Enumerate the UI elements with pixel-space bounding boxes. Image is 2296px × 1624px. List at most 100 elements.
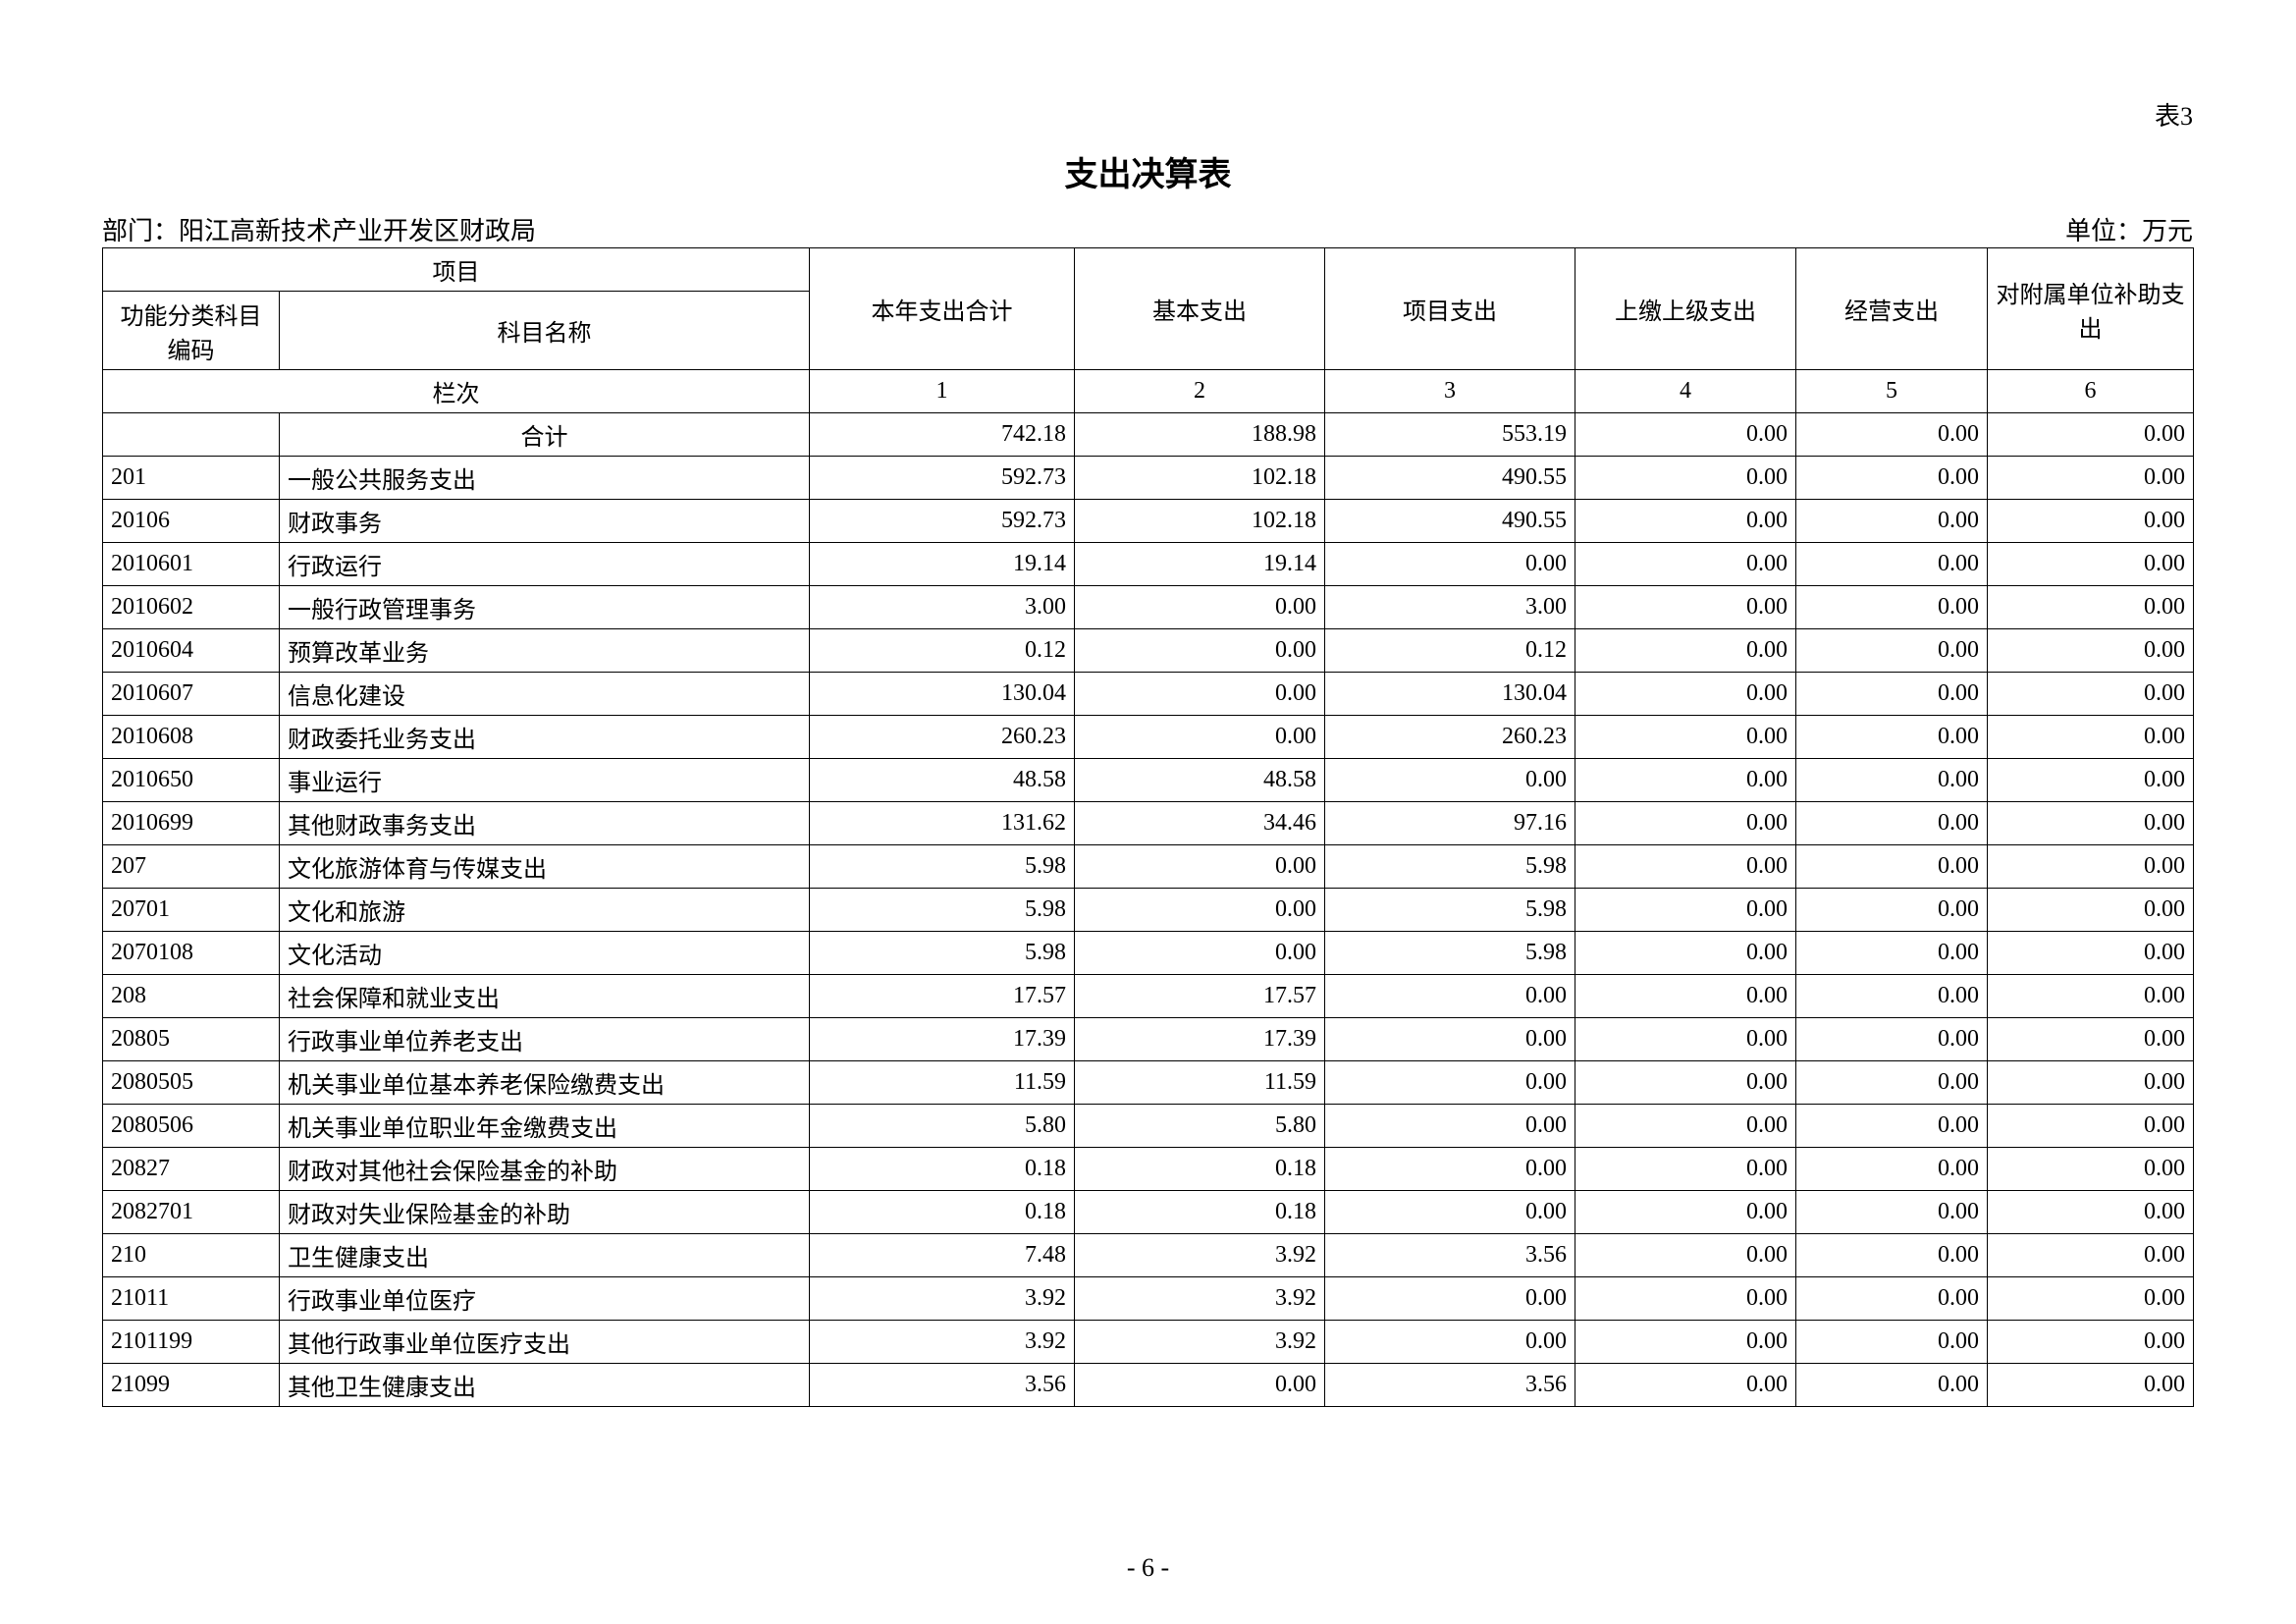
row-v6: 0.00 (1988, 975, 2194, 1018)
table-row: 2010601行政运行19.1419.140.000.000.000.00 (103, 543, 2194, 586)
row-name: 文化和旅游 (280, 889, 810, 932)
row-name: 信息化建设 (280, 673, 810, 716)
row-v3: 0.00 (1325, 1018, 1575, 1061)
row-v4: 0.00 (1575, 759, 1796, 802)
row-v4: 0.00 (1575, 845, 1796, 889)
row-v6: 0.00 (1988, 500, 2194, 543)
row-v5: 0.00 (1796, 845, 1988, 889)
row-v5: 0.00 (1796, 716, 1988, 759)
row-v6: 0.00 (1988, 586, 2194, 629)
unit-label: 单位：万元 (2065, 211, 2193, 247)
row-v4: 0.00 (1575, 457, 1796, 500)
row-v2: 0.00 (1075, 673, 1325, 716)
table-row: 2010608财政委托业务支出260.230.00260.230.000.000… (103, 716, 2194, 759)
row-v3: 0.00 (1325, 975, 1575, 1018)
row-name: 其他财政事务支出 (280, 802, 810, 845)
row-v1: 592.73 (810, 500, 1075, 543)
row-v6: 0.00 (1988, 759, 2194, 802)
row-v2: 11.59 (1075, 1061, 1325, 1105)
row-v3: 130.04 (1325, 673, 1575, 716)
row-v3: 0.00 (1325, 759, 1575, 802)
row-code: 20827 (103, 1148, 280, 1191)
row-v5: 0.00 (1796, 932, 1988, 975)
row-v4: 0.00 (1575, 975, 1796, 1018)
row-v5: 0.00 (1796, 500, 1988, 543)
row-v2: 0.00 (1075, 932, 1325, 975)
table-row: 20827财政对其他社会保险基金的补助0.180.180.000.000.000… (103, 1148, 2194, 1191)
row-code: 2101199 (103, 1321, 280, 1364)
row-v6: 0.00 (1988, 1105, 2194, 1148)
row-v5: 0.00 (1796, 457, 1988, 500)
total-label: 合计 (280, 413, 810, 457)
row-v5: 0.00 (1796, 586, 1988, 629)
row-v5: 0.00 (1796, 975, 1988, 1018)
row-v3: 0.00 (1325, 1105, 1575, 1148)
row-v1: 19.14 (810, 543, 1075, 586)
table-row: 2101199其他行政事业单位医疗支出3.923.920.000.000.000… (103, 1321, 2194, 1364)
row-code: 2010608 (103, 716, 280, 759)
row-v5: 0.00 (1796, 802, 1988, 845)
row-v6: 0.00 (1988, 1321, 2194, 1364)
row-v4: 0.00 (1575, 500, 1796, 543)
row-v1: 260.23 (810, 716, 1075, 759)
table-row: 2010604预算改革业务0.120.000.120.000.000.00 (103, 629, 2194, 673)
row-v5: 0.00 (1796, 1061, 1988, 1105)
row-v5: 0.00 (1796, 1364, 1988, 1407)
row-v5: 0.00 (1796, 629, 1988, 673)
row-v1: 5.80 (810, 1105, 1075, 1148)
header-subsidy: 对附属单位补助支出 (1988, 248, 2194, 370)
row-v2: 0.00 (1075, 716, 1325, 759)
table-row: 2010699其他财政事务支出131.6234.4697.160.000.000… (103, 802, 2194, 845)
table-row: 2082701财政对失业保险基金的补助0.180.180.000.000.000… (103, 1191, 2194, 1234)
row-v5: 0.00 (1796, 1234, 1988, 1277)
total-v4: 0.00 (1575, 413, 1796, 457)
row-v1: 5.98 (810, 889, 1075, 932)
row-v2: 0.00 (1075, 586, 1325, 629)
table-row: 2070108文化活动5.980.005.980.000.000.00 (103, 932, 2194, 975)
row-name: 社会保障和就业支出 (280, 975, 810, 1018)
table-row: 208社会保障和就业支出17.5717.570.000.000.000.00 (103, 975, 2194, 1018)
row-v4: 0.00 (1575, 1364, 1796, 1407)
table-row: 20805行政事业单位养老支出17.3917.390.000.000.000.0… (103, 1018, 2194, 1061)
row-v2: 0.00 (1075, 845, 1325, 889)
column-number-row: 栏次123456 (103, 370, 2194, 413)
row-v3: 260.23 (1325, 716, 1575, 759)
table-row: 20701文化和旅游5.980.005.980.000.000.00 (103, 889, 2194, 932)
row-code: 20805 (103, 1018, 280, 1061)
total-v3: 553.19 (1325, 413, 1575, 457)
row-v3: 3.00 (1325, 586, 1575, 629)
page-number: - 6 - (0, 1553, 2296, 1583)
table-row: 2010650事业运行48.5848.580.000.000.000.00 (103, 759, 2194, 802)
row-v5: 0.00 (1796, 1105, 1988, 1148)
row-v1: 5.98 (810, 845, 1075, 889)
row-code: 2010601 (103, 543, 280, 586)
row-name: 财政对失业保险基金的补助 (280, 1191, 810, 1234)
colnum-6: 6 (1988, 370, 2194, 413)
row-code: 207 (103, 845, 280, 889)
row-v1: 0.18 (810, 1148, 1075, 1191)
row-v1: 3.92 (810, 1277, 1075, 1321)
row-v6: 0.00 (1988, 1277, 2194, 1321)
row-v1: 0.12 (810, 629, 1075, 673)
row-code: 2010650 (103, 759, 280, 802)
header-name: 科目名称 (280, 292, 810, 370)
table-body: 栏次123456合计742.18188.98553.190.000.000.00… (103, 370, 2194, 1407)
expenditure-table: 项目 本年支出合计 基本支出 项目支出 上缴上级支出 经营支出 对附属单位补助支… (102, 247, 2194, 1407)
row-v3: 0.00 (1325, 1061, 1575, 1105)
row-v6: 0.00 (1988, 543, 2194, 586)
row-v4: 0.00 (1575, 586, 1796, 629)
row-v2: 5.80 (1075, 1105, 1325, 1148)
row-v6: 0.00 (1988, 629, 2194, 673)
row-v3: 3.56 (1325, 1234, 1575, 1277)
table-row: 201一般公共服务支出592.73102.18490.550.000.000.0… (103, 457, 2194, 500)
row-name: 其他卫生健康支出 (280, 1364, 810, 1407)
colnum-label: 栏次 (103, 370, 810, 413)
row-code: 201 (103, 457, 280, 500)
row-v6: 0.00 (1988, 1018, 2194, 1061)
row-v2: 0.00 (1075, 1364, 1325, 1407)
row-v4: 0.00 (1575, 802, 1796, 845)
row-name: 行政事业单位养老支出 (280, 1018, 810, 1061)
row-name: 行政运行 (280, 543, 810, 586)
row-v2: 102.18 (1075, 457, 1325, 500)
row-v2: 0.18 (1075, 1148, 1325, 1191)
